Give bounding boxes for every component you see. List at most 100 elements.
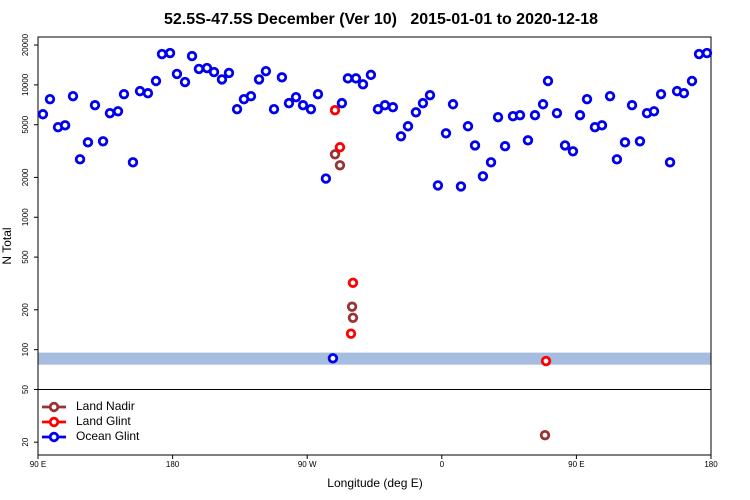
point	[634, 136, 646, 147]
point	[346, 301, 358, 312]
point	[701, 47, 713, 59]
point	[37, 109, 49, 120]
y-tick-label: 5000	[21, 115, 30, 133]
point	[402, 121, 414, 132]
point	[432, 180, 444, 191]
point	[357, 79, 369, 90]
legend-label: Land Glint	[76, 414, 131, 428]
point	[44, 93, 56, 105]
point	[134, 85, 146, 97]
point	[648, 106, 660, 117]
y-tick-label: 2000	[21, 168, 30, 186]
point	[350, 73, 362, 84]
point	[678, 88, 690, 99]
point	[347, 312, 359, 323]
point	[347, 277, 359, 288]
point	[596, 120, 608, 131]
legend-marker	[48, 401, 60, 413]
point	[693, 48, 705, 60]
y-tick-label: 1000	[21, 208, 30, 226]
point	[499, 141, 511, 152]
point	[150, 75, 162, 87]
point	[276, 72, 288, 83]
point	[112, 106, 124, 117]
x-tick-label: 180	[704, 460, 718, 469]
x-tick-label: 180	[166, 460, 180, 469]
x-axis-label: Longitude (deg E)	[327, 476, 422, 490]
point	[283, 97, 295, 109]
point	[104, 108, 116, 119]
point	[142, 88, 154, 99]
point	[171, 68, 183, 80]
point	[619, 137, 631, 148]
point	[67, 90, 79, 102]
point	[336, 97, 348, 109]
point	[345, 328, 357, 339]
point	[626, 100, 638, 111]
point	[156, 48, 168, 60]
y-tick-label: 20000	[21, 33, 30, 56]
point	[82, 137, 94, 148]
point	[118, 88, 130, 100]
point	[462, 121, 474, 132]
point	[260, 65, 272, 77]
legend-label: Land Nadir	[76, 399, 135, 413]
x-tick-label: 0	[440, 460, 445, 469]
point	[447, 99, 459, 110]
legend-label: Ocean Glint	[76, 429, 140, 443]
point	[559, 140, 571, 151]
point	[539, 429, 551, 441]
point	[320, 173, 332, 184]
point	[379, 100, 391, 111]
x-tick-label: 90 E	[568, 460, 584, 469]
point	[417, 97, 429, 109]
point	[655, 88, 667, 100]
point	[208, 66, 220, 78]
legend-marker	[48, 431, 60, 443]
point	[297, 100, 309, 111]
point	[334, 142, 346, 153]
point	[329, 104, 341, 116]
point	[164, 47, 176, 59]
point	[410, 107, 422, 118]
chart-title: 52.5S-47.5S December (Ver 10) 2015-01-01…	[164, 11, 598, 28]
point	[305, 104, 317, 115]
point	[216, 74, 228, 85]
y-tick-label: 10000	[21, 73, 30, 96]
point	[329, 149, 341, 160]
point	[424, 89, 436, 101]
point	[186, 50, 198, 62]
point	[231, 104, 243, 115]
y-tick-label: 100	[21, 342, 30, 356]
point	[312, 88, 324, 100]
point	[542, 75, 554, 87]
point	[567, 146, 579, 157]
point	[59, 120, 71, 131]
y-tick-label: 500	[21, 250, 30, 264]
point	[477, 171, 489, 182]
point	[492, 112, 504, 123]
point	[551, 108, 563, 119]
point	[574, 110, 586, 121]
y-tick-label: 20	[21, 437, 30, 446]
y-tick-label: 50	[21, 384, 30, 393]
point	[253, 74, 265, 85]
point	[686, 75, 698, 87]
point	[664, 157, 676, 168]
point	[529, 110, 541, 121]
point	[268, 104, 280, 115]
point	[245, 90, 257, 102]
legend-marker	[48, 416, 60, 428]
point	[327, 353, 339, 364]
x-tick-label: 90 W	[298, 460, 317, 469]
point	[485, 157, 497, 168]
point	[334, 160, 346, 171]
point	[342, 73, 354, 84]
point	[455, 181, 467, 192]
point	[395, 131, 407, 142]
point	[387, 102, 399, 113]
point	[89, 100, 101, 111]
point	[522, 135, 534, 146]
point	[223, 67, 235, 79]
